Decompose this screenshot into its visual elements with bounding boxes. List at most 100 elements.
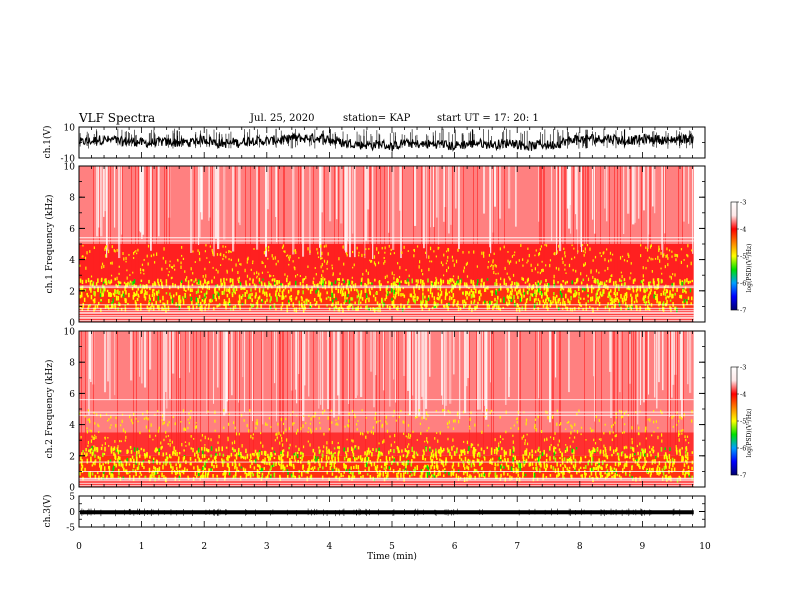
spectrogram-speckle — [522, 277, 525, 281]
spectrogram-speckle — [458, 454, 461, 459]
spectrogram-speckle — [340, 472, 342, 478]
spectrogram-speckle — [658, 301, 660, 307]
spectrogram-speckle — [615, 416, 618, 419]
spectrogram-speckle — [464, 456, 467, 462]
spectrogram-speckle — [147, 262, 149, 266]
spectrogram-speckle — [407, 278, 409, 282]
spectrogram-speckle — [607, 259, 610, 263]
spectrogram-speckle — [233, 440, 236, 444]
spectrogram-speckle — [642, 466, 645, 470]
spectrogram-speckle — [472, 281, 474, 286]
spectrogram-speckle — [642, 278, 645, 282]
spectrogram-speckle — [209, 245, 211, 248]
spectrogram-speckle — [486, 278, 489, 281]
spectrogram-speckle — [287, 254, 289, 256]
spectrogram-speckle — [183, 455, 186, 460]
spectrogram-speckle — [451, 288, 453, 293]
spectrogram-speckle — [664, 447, 666, 451]
spectrogram-speckle — [444, 296, 447, 301]
spectrogram-speckle — [382, 440, 384, 444]
spectrogram-speckle — [453, 263, 455, 267]
spectrogram-speckle — [118, 292, 120, 295]
spectrogram-speckle — [584, 247, 586, 251]
spectrogram-speckle — [520, 294, 523, 299]
spectrogram-speckle — [574, 282, 576, 285]
spectrogram-speckle — [229, 250, 231, 253]
spectrogram-speckle — [126, 282, 129, 287]
spectrogram-speckle — [463, 299, 466, 303]
spectrogram-speckle — [568, 263, 571, 268]
spectrogram-speckle — [397, 447, 399, 451]
spectrogram-speckle — [182, 457, 185, 462]
spectrogram-speckle — [224, 474, 227, 480]
spectrogram-speckle — [657, 465, 659, 468]
spectrogram-speckle — [317, 459, 320, 463]
spectrogram-speckle — [642, 282, 644, 288]
spectrogram-speckle — [191, 300, 193, 305]
spectrogram-speckle — [321, 257, 323, 259]
spectrogram-streak — [556, 166, 558, 255]
spectrogram-speckle — [589, 427, 591, 430]
colorbar — [730, 201, 738, 311]
spectrogram-speckle — [110, 293, 112, 297]
spectrogram-speckle — [322, 450, 324, 453]
spectrogram-speckle — [288, 427, 291, 431]
spectrogram-speckle — [274, 293, 277, 297]
y-tick-label: 6 — [69, 390, 75, 400]
spectrogram-speckle — [183, 449, 185, 452]
spectrogram-speckle — [160, 441, 162, 445]
spectrogram-speckle — [446, 422, 449, 426]
spectrogram-speckle — [445, 457, 447, 463]
spectrogram-speckle — [452, 470, 455, 476]
spectrogram-speckle — [457, 279, 459, 284]
spectrogram-speckle — [428, 267, 430, 272]
spectrogram-speckle — [631, 440, 633, 445]
spectrogram-speckle — [403, 432, 405, 435]
spectrogram-speckle — [165, 435, 167, 438]
spectrogram-speckle — [302, 445, 305, 449]
spectrogram-speckle — [81, 470, 84, 473]
spectrogram-speckle — [386, 274, 388, 278]
spectrogram-speckle — [610, 469, 612, 472]
spectrogram-speckle — [238, 279, 240, 284]
spectrogram-band — [79, 307, 694, 322]
spectrogram-speckle — [381, 246, 383, 250]
spectrogram-streak — [148, 331, 149, 464]
spectrogram-speckle — [194, 261, 196, 263]
spectrogram-speckle — [399, 266, 401, 270]
spectrogram-speckle — [307, 470, 309, 474]
spectrogram-speckle — [211, 461, 213, 466]
spectrogram-streak — [262, 331, 264, 425]
spectrogram-streak — [354, 166, 356, 258]
spectrogram-speckle — [612, 423, 614, 426]
spectrogram-speckle — [668, 295, 670, 299]
spectrogram-speckle — [671, 255, 673, 258]
spectrogram-speckle — [167, 443, 169, 445]
spectrogram-speckle — [512, 468, 515, 473]
spectrogram-speckle — [571, 307, 574, 312]
spectrogram-speckle — [499, 299, 502, 302]
spectrogram-speckle — [153, 288, 155, 292]
spectrogram-speckle — [447, 306, 449, 311]
spectrogram-speckle — [117, 458, 119, 463]
spectrogram-speckle — [405, 281, 408, 285]
spectrogram-speckle — [541, 294, 543, 299]
spectrogram-speckle — [102, 288, 105, 294]
spectrogram-speckle — [578, 296, 580, 299]
spectrogram-speckle — [650, 453, 652, 457]
spectrogram-speckle — [240, 296, 243, 300]
spectrogram-speckle — [438, 297, 440, 301]
spectrogram-speckle — [148, 307, 150, 312]
spectrogram-speckle — [301, 471, 303, 477]
spectrogram-speckle — [453, 280, 455, 284]
spectrogram-streak — [193, 331, 194, 464]
spectrogram-speckle — [554, 251, 556, 256]
spectrogram-speckle — [307, 431, 309, 433]
spectrogram-speckle — [452, 301, 455, 307]
spectrogram-speckle — [231, 447, 234, 451]
spectrogram-speckle — [636, 462, 639, 466]
spectrogram-speckle — [245, 283, 248, 287]
spectrogram-streak — [555, 331, 557, 378]
spectrogram-speckle — [516, 417, 518, 420]
spectrogram-speckle — [104, 278, 106, 284]
